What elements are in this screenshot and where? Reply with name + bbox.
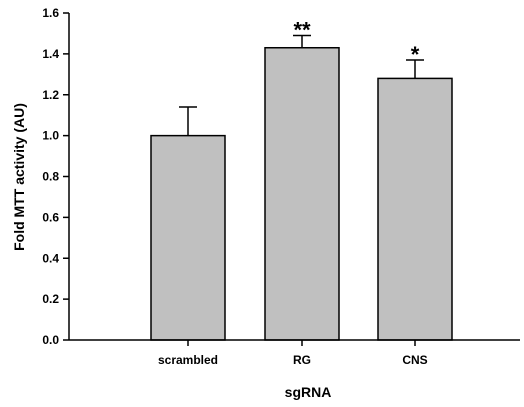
y-tick-label: 0.2 xyxy=(42,292,59,306)
y-tick-label: 1.2 xyxy=(42,88,59,102)
y-tick-label: 0.6 xyxy=(42,210,59,224)
significance-mark: ** xyxy=(293,17,311,42)
x-ticks: scrambled RG CNS xyxy=(158,340,428,367)
x-tick-label: RG xyxy=(293,353,311,367)
y-tick-label: 1.4 xyxy=(42,47,59,61)
bar-rg xyxy=(264,46,340,341)
y-tick-label: 0.4 xyxy=(42,251,59,265)
y-tick-label: 1.0 xyxy=(42,129,59,143)
x-tick-label: scrambled xyxy=(158,353,218,367)
y-axis-title: Fold MTT activity (AU) xyxy=(11,103,27,251)
bar-scrambled xyxy=(150,134,226,341)
bars-layer: *** xyxy=(150,17,453,341)
y-tick-label: 0.8 xyxy=(42,170,59,184)
x-axis-title: sgRNA xyxy=(285,384,332,400)
y-tick-label: 1.6 xyxy=(42,6,59,20)
x-tick-label: CNS xyxy=(402,353,427,367)
bar-cns xyxy=(377,77,453,341)
y-ticks: 0.0 0.2 0.4 0.6 0.8 1.0 1.2 1.4 1.6 xyxy=(42,6,69,347)
significance-mark: * xyxy=(411,42,420,67)
y-tick-label: 0.0 xyxy=(42,333,59,347)
